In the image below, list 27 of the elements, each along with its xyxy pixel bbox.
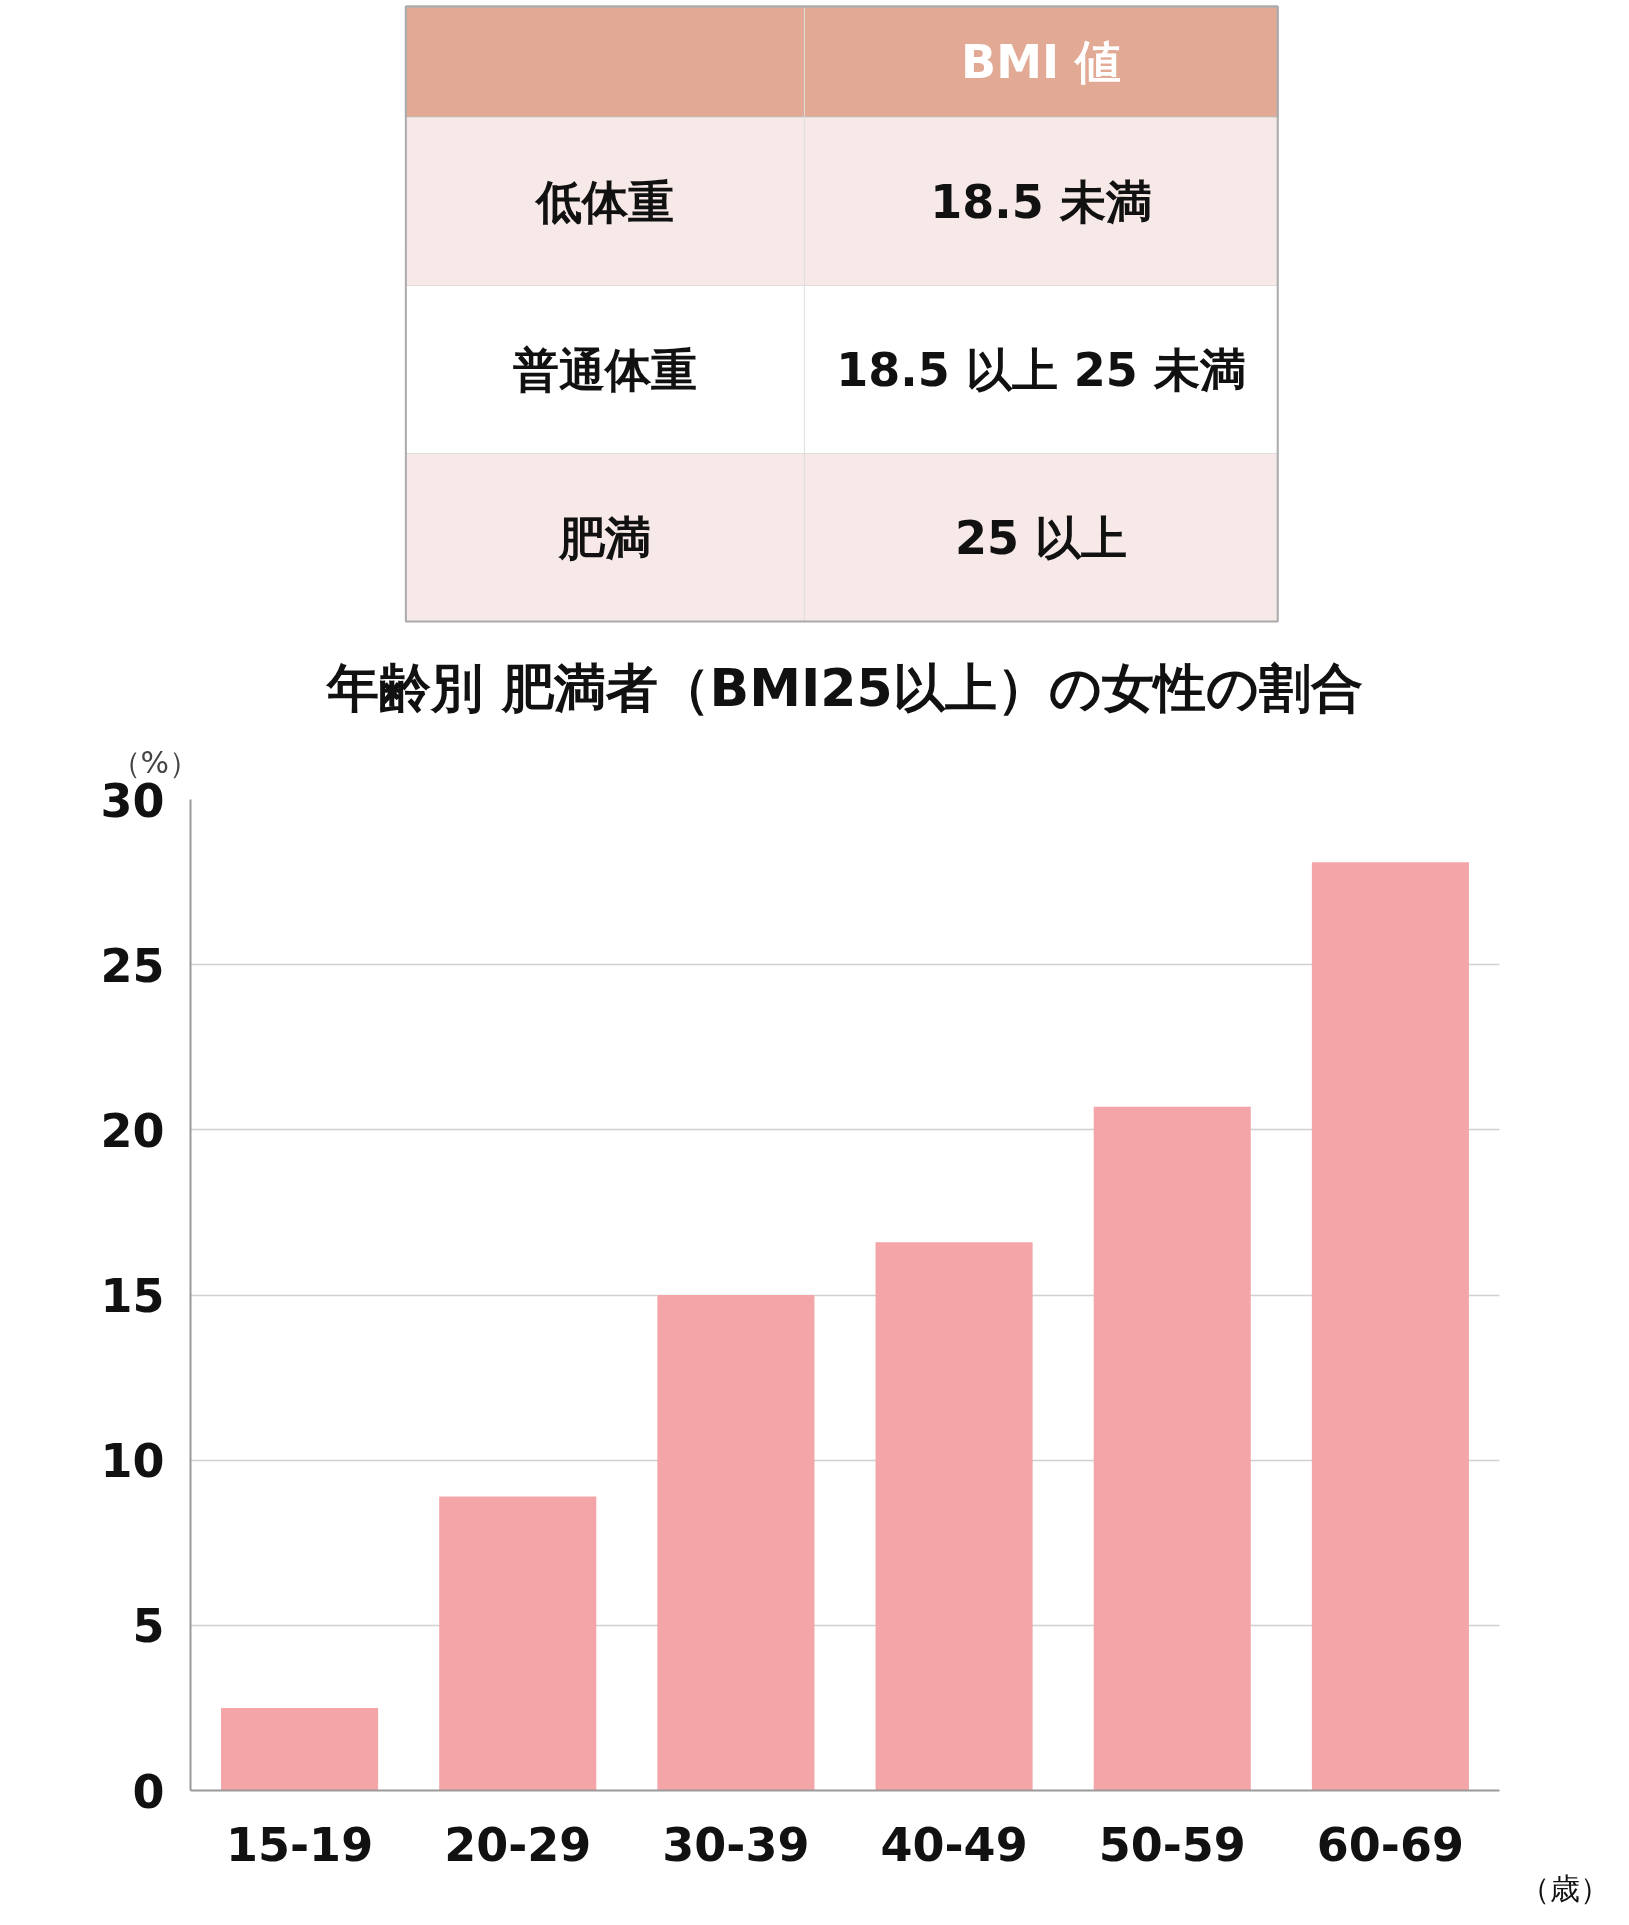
chart-title: 年齢別 肥満者（BMI25以上）の女性の割合 <box>325 657 1363 718</box>
text: 18.5 以上 25 未満 <box>836 342 1246 397</box>
bar <box>439 1496 597 1791</box>
bar <box>1093 1106 1251 1791</box>
bar <box>221 1707 379 1791</box>
x-tick-label: 15-19 <box>226 1817 374 1872</box>
y-tick-label: 15 <box>100 1269 165 1323</box>
text: 25 以上 <box>955 510 1128 565</box>
y-tick-label: 0 <box>132 1764 165 1819</box>
y-tick-label: 10 <box>100 1434 165 1489</box>
x-axis-title: （歳） <box>1519 1870 1610 1906</box>
text: 低体重 <box>534 174 675 229</box>
x-tick-label: 30-39 <box>662 1817 810 1872</box>
text: 普通体重 <box>513 342 698 397</box>
y-tick-label: 5 <box>132 1599 165 1654</box>
x-tick-label: 40-49 <box>880 1817 1028 1872</box>
text: 肥満 <box>558 510 652 565</box>
text: 18.5 未満 <box>930 174 1152 229</box>
text: BMI 値 <box>961 35 1122 89</box>
x-tick-label: 50-59 <box>1098 1817 1246 1872</box>
bar <box>657 1295 815 1791</box>
x-tick-label: 60-69 <box>1316 1817 1464 1872</box>
y-tick-label: 25 <box>100 938 165 993</box>
bar <box>1311 862 1469 1791</box>
bar <box>875 1242 1033 1791</box>
y-tick-label: 20 <box>100 1103 165 1158</box>
x-tick-label: 20-29 <box>444 1817 592 1872</box>
